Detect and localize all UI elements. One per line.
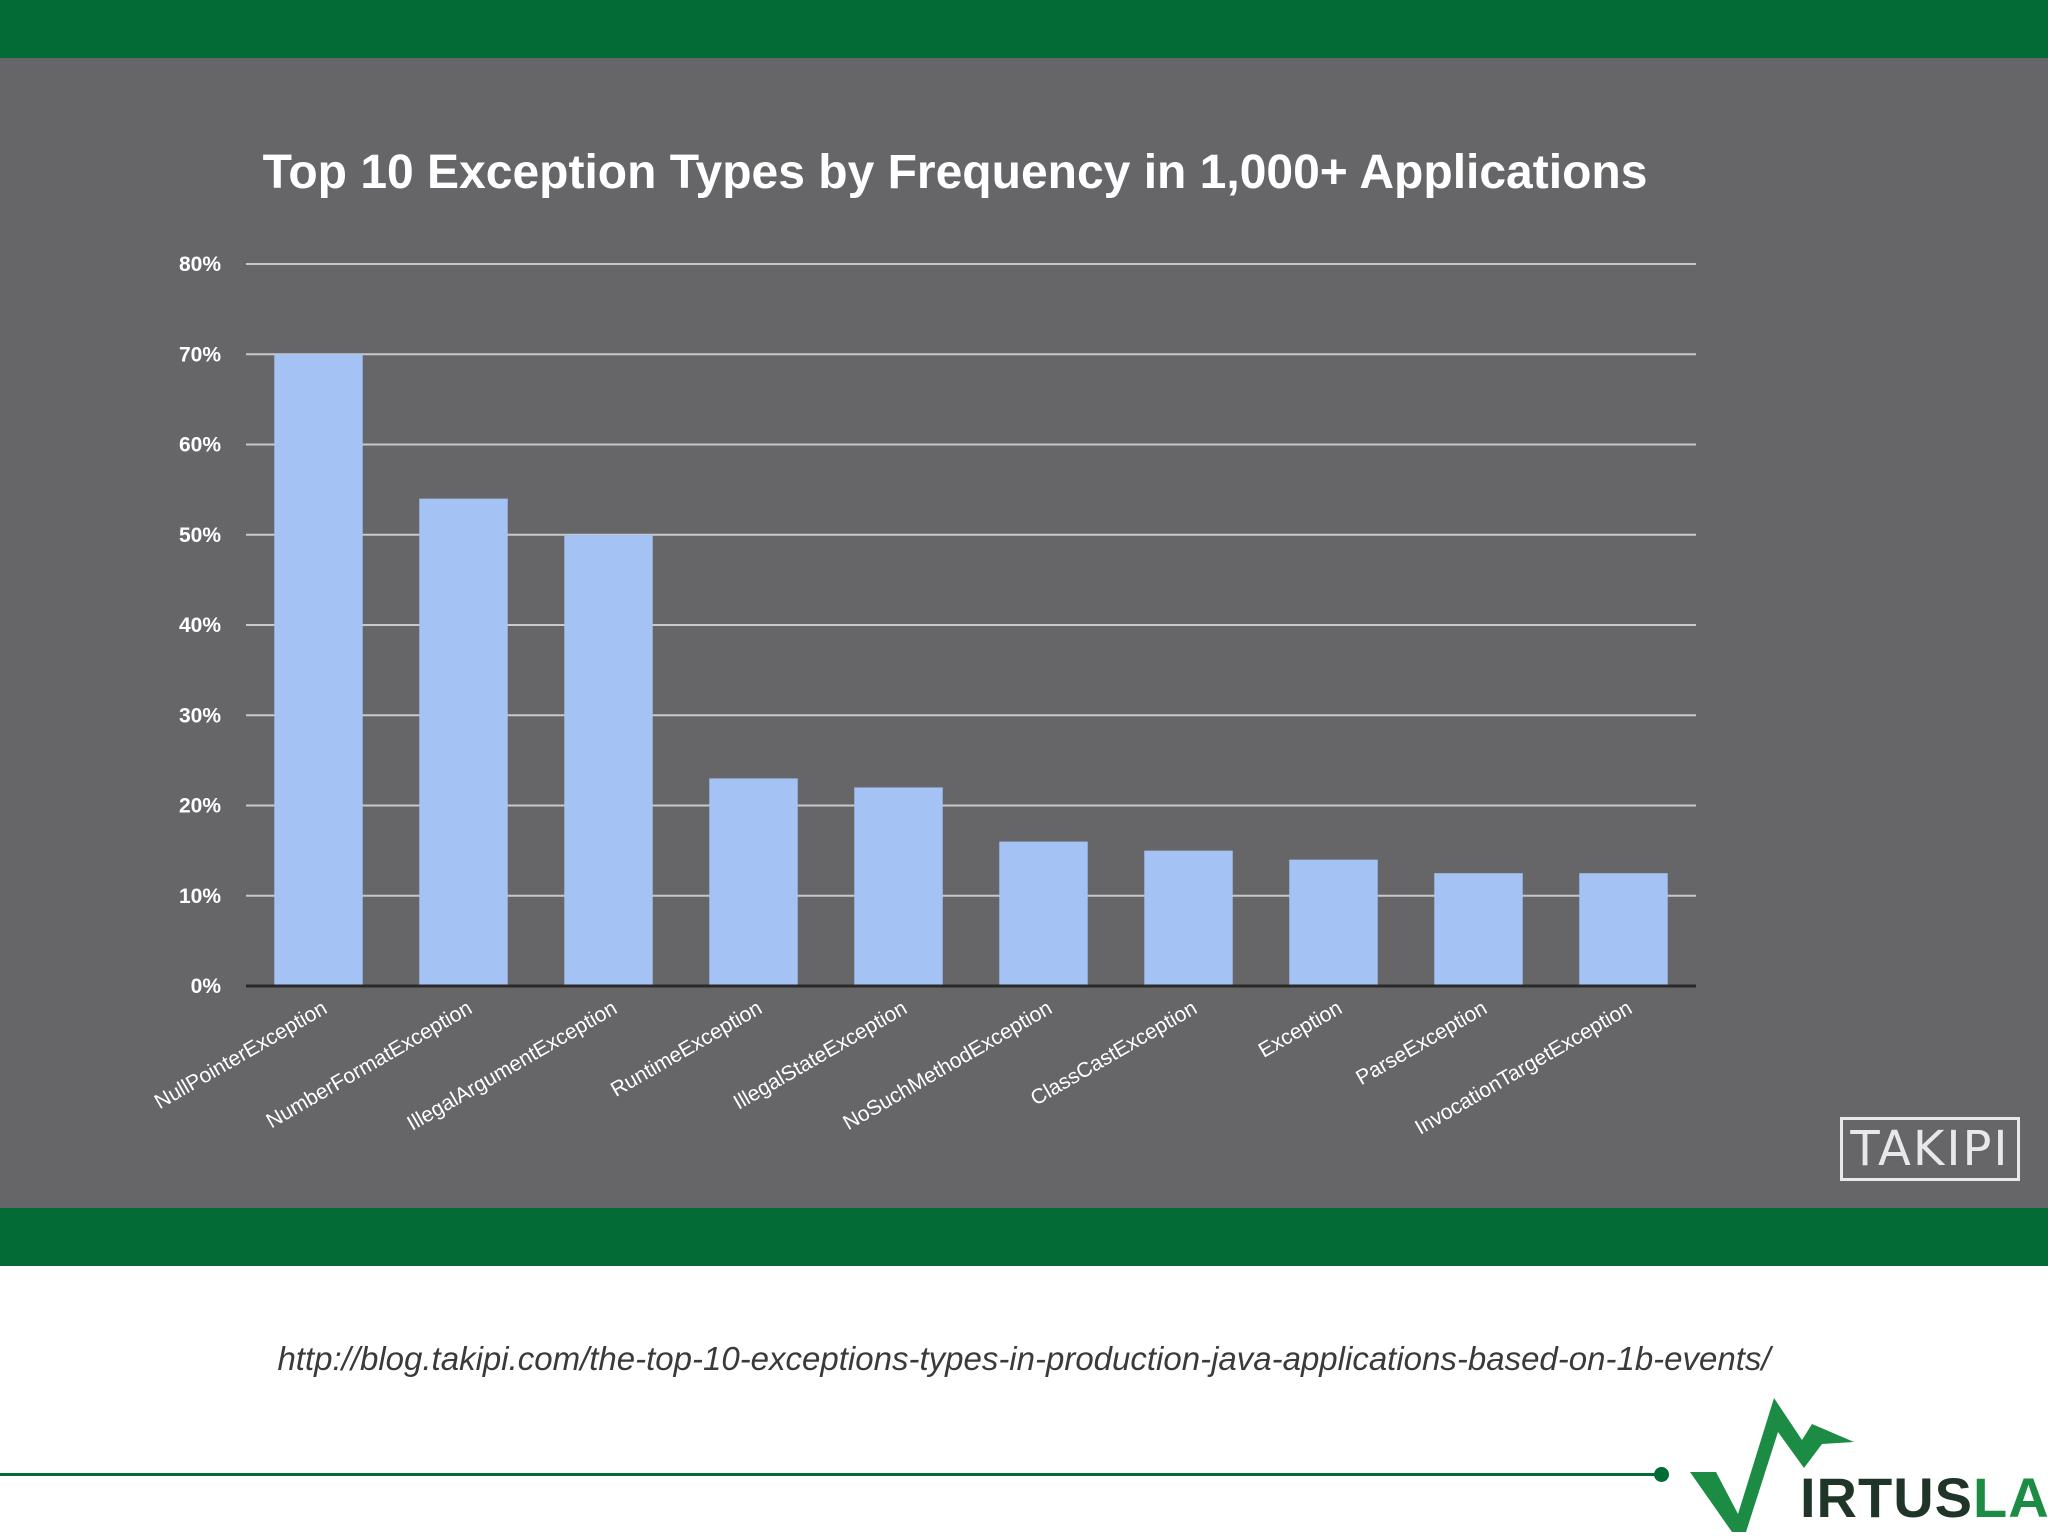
x-category-label: ParseException [1352, 996, 1491, 1089]
bar [564, 534, 653, 986]
brand-prefix: IRTUS [1800, 1466, 1973, 1529]
source-url[interactable]: http://blog.takipi.com/the-top-10-except… [277, 1340, 1771, 1377]
y-tick-label: 60% [179, 434, 221, 457]
y-tick-label: 80% [179, 253, 221, 276]
footer-line [0, 1473, 1660, 1476]
y-tick-label: 10% [179, 885, 221, 908]
virtuslab-wordmark: IRTUSLAB [1800, 1466, 2048, 1530]
x-category-labels: NullPointerExceptionNumberFormatExceptio… [151, 996, 1636, 1139]
takipi-logo: TAKIPI [1840, 1117, 2020, 1181]
bar [709, 778, 798, 986]
x-category-label: Exception [1255, 996, 1346, 1062]
bar [1434, 873, 1523, 986]
x-category-label: RuntimeException [607, 996, 766, 1101]
bar [999, 841, 1088, 986]
bar [1579, 873, 1668, 986]
y-tick-label: 30% [179, 704, 221, 727]
y-tick-label: 70% [179, 343, 221, 366]
virtuslab-v-check-icon [1690, 1398, 1854, 1532]
bar-chart: Top 10 Exception Types by Frequency in 1… [151, 146, 1696, 1139]
y-tick-label: 50% [179, 524, 221, 547]
bottom-green-band [0, 1208, 2048, 1266]
y-tick-label: 40% [179, 614, 221, 637]
y-tick-labels: 0% 10% 20% 30% 40% 50% 60% 70% 80% [179, 253, 221, 998]
bar [419, 498, 508, 986]
bar [854, 787, 943, 986]
virtuslab-logo: IRTUSLAB [1690, 1392, 2048, 1532]
chart-title: Top 10 Exception Types by Frequency in 1… [263, 146, 1648, 199]
footer-dot [1654, 1467, 1669, 1482]
bar [1289, 859, 1378, 986]
bar [1144, 850, 1233, 986]
bars [274, 354, 1668, 986]
bar [274, 354, 363, 986]
y-tick-label: 0% [191, 975, 222, 998]
top-green-band [0, 0, 2048, 58]
y-tick-label: 20% [179, 795, 221, 818]
brand-suffix: LAB [1973, 1466, 2048, 1529]
